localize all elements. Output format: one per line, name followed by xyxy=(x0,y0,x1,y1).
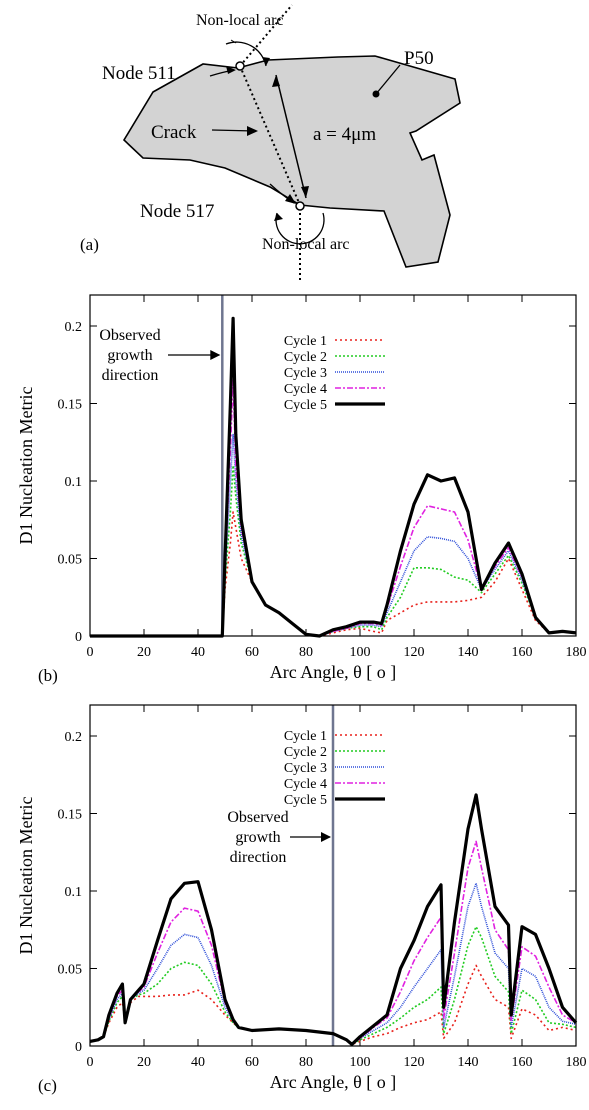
panel-label: (c) xyxy=(38,1076,57,1095)
legend-label: Cycle 5 xyxy=(284,793,327,808)
annotation-line-1: Observed xyxy=(227,809,288,826)
x-tick-label: 40 xyxy=(191,1055,205,1070)
series-line-cycle-5 xyxy=(89,793,578,1046)
node-517-marker xyxy=(295,201,305,211)
label-node-517: Node 517 xyxy=(140,201,214,222)
x-axis-label: Arc Angle, θ [ o ] xyxy=(270,1072,397,1092)
x-tick-label: 160 xyxy=(512,645,533,660)
x-tick-label: 120 xyxy=(404,1055,425,1070)
series-line-cycle-2 xyxy=(90,464,577,637)
series-line-cycle-4 xyxy=(90,379,577,637)
x-tick-label: 180 xyxy=(566,1055,587,1070)
x-tick-label: 80 xyxy=(299,645,313,660)
non-local-arc-bottom xyxy=(275,212,325,245)
legend-label: Cycle 1 xyxy=(284,334,327,349)
x-tick-label: 80 xyxy=(299,1055,313,1070)
legend-label: Cycle 3 xyxy=(284,761,327,776)
x-tick-label: 180 xyxy=(566,645,587,660)
y-tick-label: 0 xyxy=(75,1040,82,1055)
label-non-local-arc-top: Non-local arc xyxy=(196,12,284,29)
x-tick-label: 100 xyxy=(350,645,371,660)
annotation-line-2: growth xyxy=(107,347,152,364)
x-tick-label: 60 xyxy=(245,1055,259,1070)
y-axis-label: D1 Nucleation Metric xyxy=(16,387,36,545)
annotation-line-2: growth xyxy=(235,829,280,846)
label-non-local-arc-bottom: Non-local arc xyxy=(262,236,350,253)
node-511-marker xyxy=(235,61,245,71)
y-tick-label: 0.1 xyxy=(65,475,83,490)
annotation-line-1: Observed xyxy=(99,327,160,344)
y-tick-label: 0.15 xyxy=(58,398,83,413)
grain-p50 xyxy=(122,55,461,268)
x-tick-label: 0 xyxy=(87,645,94,660)
label-p50: P50 xyxy=(404,48,434,69)
series-line-cycle-5 xyxy=(90,316,577,638)
x-tick-label: 60 xyxy=(245,645,259,660)
y-tick-label: 0.05 xyxy=(58,553,83,568)
legend-label: Cycle 2 xyxy=(284,745,327,760)
label-node-511: Node 511 xyxy=(102,63,176,84)
x-tick-label: 120 xyxy=(404,645,425,660)
y-tick-label: 0.1 xyxy=(65,885,83,900)
annotation-line-3: direction xyxy=(102,367,159,384)
chart-c: 0 20 40 60 80 100 120 140 160 180 0 0.05 0.1 0.15 0.2 C… xyxy=(16,704,587,1095)
y-tick-label: 0 xyxy=(75,630,82,645)
plot-frame xyxy=(89,704,577,1047)
panel-label-a: (a) xyxy=(80,235,99,254)
legend-label: Cycle 4 xyxy=(284,382,327,397)
y-tick-label: 0.15 xyxy=(58,808,83,823)
annotation-arrowhead xyxy=(321,832,331,842)
annotation-arrowhead xyxy=(210,350,221,360)
label-length: a = 4μm xyxy=(313,124,376,145)
x-tick-label: 140 xyxy=(458,645,479,660)
legend-label: Cycle 3 xyxy=(284,366,327,381)
legend-label: Cycle 4 xyxy=(284,777,327,792)
series-line-cycle-1 xyxy=(90,511,577,637)
plot-frame xyxy=(89,294,577,637)
panel-label: (b) xyxy=(38,666,58,685)
x-tick-label: 20 xyxy=(137,1055,151,1070)
y-tick-label: 0.05 xyxy=(58,963,83,978)
x-tick-label: 40 xyxy=(191,645,205,660)
series-line-cycle-3 xyxy=(90,433,577,637)
legend-label: Cycle 2 xyxy=(284,350,327,365)
x-tick-label: 100 xyxy=(350,1055,371,1070)
legend-label: Cycle 1 xyxy=(284,729,327,744)
x-tick-label: 20 xyxy=(137,645,151,660)
y-tick-label: 0.2 xyxy=(65,320,83,335)
x-tick-label: 160 xyxy=(512,1055,533,1070)
legend-label: Cycle 5 xyxy=(284,398,327,413)
x-axis-label: Arc Angle, θ [ o ] xyxy=(270,662,397,682)
chart-b: 0 20 40 60 80 100 120 140 160 180 0 0.05 0.1 0.15 0.2 C… xyxy=(16,294,587,685)
x-tick-label: 140 xyxy=(458,1055,479,1070)
length-arrow xyxy=(275,74,307,199)
y-axis-label: D1 Nucleation Metric xyxy=(16,797,36,955)
schematic-panel: Non-local arc Node 511 P50 Crack a = 4μm… xyxy=(80,4,461,282)
y-tick-label: 0.2 xyxy=(65,730,83,745)
label-crack: Crack xyxy=(151,122,197,143)
crack-line xyxy=(239,65,301,206)
x-tick-label: 0 xyxy=(87,1055,94,1070)
annotation-line-3: direction xyxy=(230,849,287,866)
arc-axis-top xyxy=(239,4,293,67)
series-line-cycle-2 xyxy=(89,925,577,1046)
